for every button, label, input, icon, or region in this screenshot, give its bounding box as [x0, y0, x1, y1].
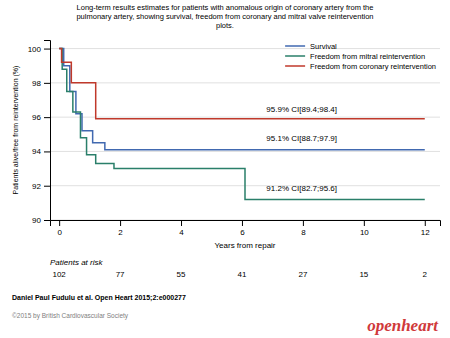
- x-tick-mark: [425, 220, 426, 226]
- legend-item: Freedom from mitral reintervention: [285, 52, 425, 61]
- x-tick: 6: [240, 220, 245, 237]
- y-tick-mark: [44, 49, 50, 50]
- annotation: 91.2% CI[82.7;95.6]: [266, 184, 337, 193]
- series-line: [59, 49, 425, 119]
- risk-table-label: Patients at risk: [50, 258, 103, 267]
- legend-item: Survival: [285, 42, 337, 51]
- x-tick-label: 2: [118, 228, 123, 237]
- legend-label: Freedom from mitral reintervention: [310, 52, 425, 61]
- x-tick: 10: [360, 220, 369, 237]
- risk-table-value: 102: [52, 270, 66, 279]
- legend-swatch: [285, 55, 305, 57]
- y-tick: 94: [32, 147, 50, 156]
- y-axis: 90 92 94 96 98 100: [28, 41, 51, 226]
- x-axis-line: [51, 221, 441, 227]
- risk-table-value: 2: [423, 270, 428, 279]
- x-tick-label: 8: [301, 228, 306, 237]
- annotations: 95.9% CI[89.4;98.4] 95.1% CI[88.7;97.9] 91…: [266, 105, 337, 193]
- title: Long-term results estimates for patients…: [76, 3, 373, 30]
- series-line: [59, 49, 425, 200]
- title-line: plots.: [216, 21, 234, 30]
- risk-table: Patients at risk 102 77 55 41 27 15 2: [50, 258, 428, 279]
- citation: Daniel Paul Fudulu et al. Open Heart 201…: [12, 294, 186, 302]
- grid-line: [50, 48, 440, 49]
- x-tick-mark: [364, 220, 365, 226]
- x-tick-mark: [181, 220, 182, 226]
- y-axis-line: [44, 41, 51, 221]
- x-tick-mark: [59, 220, 60, 226]
- chart: Long-term results estimates for patients…: [0, 0, 450, 338]
- grid: [50, 49, 440, 220]
- x-axis: 0 2 4 6 8 10 12: [51, 220, 441, 237]
- title-line: pulmonary artery, showing survival, free…: [76, 12, 373, 21]
- x-tick: 8: [301, 220, 306, 237]
- x-tick-label: 6: [240, 228, 245, 237]
- y-tick: 98: [32, 79, 50, 88]
- y-tick: 96: [32, 113, 50, 122]
- x-axis-title: Years from repair: [214, 241, 275, 250]
- risk-table-value: 15: [359, 270, 368, 279]
- x-tick-label: 4: [179, 228, 184, 237]
- y-tick-label: 90: [32, 216, 41, 225]
- x-tick-mark: [303, 220, 304, 226]
- x-tick: 0: [57, 220, 62, 237]
- legend-swatch: [285, 65, 305, 67]
- legend: SurvivalFreedom from mitral reinterventi…: [285, 42, 436, 71]
- grid-line: [50, 82, 440, 83]
- annotation: 95.9% CI[89.4;98.4]: [266, 105, 337, 114]
- x-tick-label: 12: [421, 228, 430, 237]
- risk-table-value: 77: [116, 270, 125, 279]
- legend-swatch: [285, 45, 305, 47]
- x-tick: 2: [118, 220, 123, 237]
- y-tick-mark: [44, 220, 50, 221]
- y-tick-mark: [44, 117, 50, 118]
- y-tick: 90: [32, 216, 50, 225]
- y-axis-title: Patients alive/free from reintervention …: [12, 66, 20, 195]
- plot: 0 2 4 6 8 10 12 90 92 94 96 98 100 Years from repair P…: [12, 41, 441, 280]
- x-tick-label: 0: [57, 228, 62, 237]
- legend-label: Freedom from coronary reintervention: [310, 62, 436, 71]
- legend-label: Survival: [310, 42, 337, 51]
- y-tick-mark: [44, 151, 50, 152]
- x-tick-label: 10: [360, 228, 369, 237]
- grid-line: [50, 151, 440, 152]
- x-tick-mark: [120, 220, 121, 226]
- y-tick-label: 92: [32, 182, 41, 191]
- legend-item: Freedom from coronary reintervention: [285, 62, 436, 71]
- risk-table-value: 55: [177, 270, 186, 279]
- y-tick-label: 96: [32, 113, 41, 122]
- annotation: 95.1% CI[88.7;97.9]: [266, 134, 337, 143]
- series-group: [59, 49, 425, 200]
- y-tick: 92: [32, 182, 50, 191]
- y-tick-label: 94: [32, 147, 41, 156]
- title-line: Long-term results estimates for patients…: [77, 3, 374, 12]
- y-tick-mark: [44, 83, 50, 84]
- risk-table-value: 41: [238, 270, 247, 279]
- y-tick: 100: [28, 45, 50, 54]
- y-tick-label: 98: [32, 79, 41, 88]
- x-tick-mark: [242, 220, 243, 226]
- copyright: ©2015 by British Cardiovascular Society: [12, 312, 129, 320]
- risk-table-value: 27: [298, 270, 307, 279]
- x-tick: 12: [421, 220, 430, 237]
- y-tick-mark: [44, 186, 50, 187]
- journal-logo: openheart: [367, 316, 439, 335]
- y-tick-label: 100: [28, 45, 42, 54]
- grid-line: [50, 117, 440, 118]
- x-tick: 4: [179, 220, 184, 237]
